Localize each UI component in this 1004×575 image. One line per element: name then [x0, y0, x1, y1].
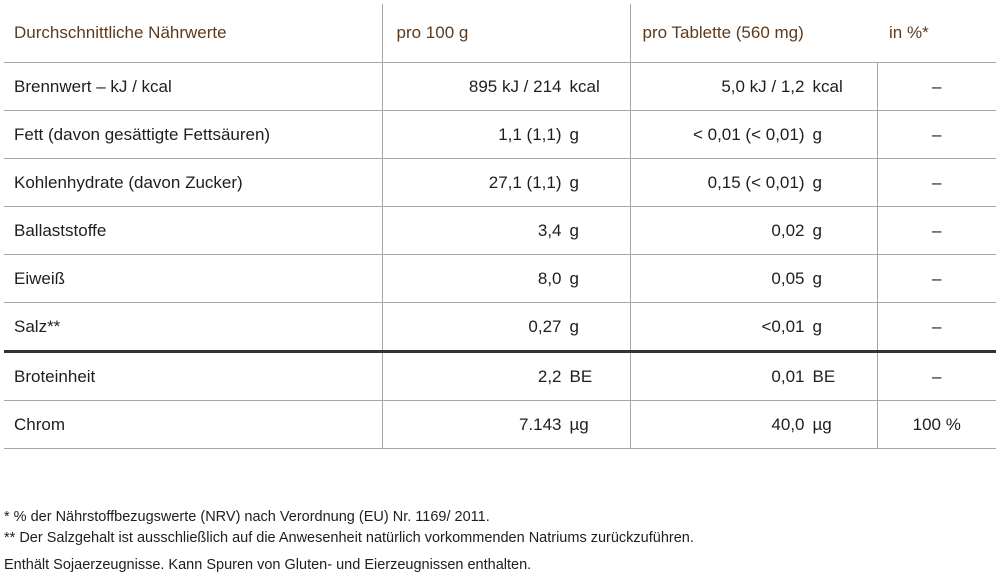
per-tablet-unit: µg: [812, 414, 832, 434]
per-tablet-value: 0,01: [771, 366, 805, 386]
per-tablet-value: 0,15 (< 0,01): [707, 172, 805, 192]
nutrient-name: Fett (davon gesättigte Fettsäuren): [4, 110, 383, 159]
per-tablet-value: 0,02: [771, 220, 805, 240]
per-100g-cell: 8,0 g: [381, 254, 631, 303]
per-tablet-cell: 40,0 µg: [629, 400, 878, 449]
per-tablet-cell: 5,0 kJ / 1,2 kcal: [629, 62, 878, 111]
per-tablet-unit: g: [812, 124, 822, 144]
table-row: Chrom 7.143 µg 40,0 µg 100 %: [4, 400, 996, 449]
per-100g-value: 3,4: [537, 220, 562, 240]
table-body: Brennwert – kJ / kcal 895 kJ / 214 kcal 5…: [4, 62, 996, 449]
per-100g-unit: µg: [569, 414, 589, 434]
per-100g-value: 8,0: [537, 268, 562, 288]
percent-value: –: [876, 350, 996, 401]
per-tablet-cell: 0,15 (< 0,01) g: [629, 158, 878, 207]
footnote-allergens: Enthält Sojaerzeugnisse. Kann Spuren von…: [4, 557, 532, 573]
header-per-tablet: pro Tablette (560 mg): [629, 4, 877, 63]
per-100g-value: 0,27: [528, 316, 562, 336]
nutrition-table: Durchschnittliche Nährwerte pro 100 g pr…: [4, 4, 996, 449]
per-tablet-unit: kcal: [812, 76, 843, 96]
percent-value: –: [876, 206, 996, 255]
per-100g-unit: g: [569, 268, 579, 288]
nutrient-name: Kohlenhydrate (davon Zucker): [4, 158, 383, 207]
per-tablet-unit: g: [812, 268, 822, 288]
table-row: Kohlenhydrate (davon Zucker) 27,1 (1,1) g…: [4, 158, 996, 207]
header-row: Durchschnittliche Nährwerte pro 100 g pr…: [4, 4, 996, 63]
per-100g-cell: 3,4 g: [381, 206, 631, 255]
footnote-nrv: * % der Nährstoffbezugswerte (NRV) nach …: [4, 509, 490, 525]
table-row: Salz** 0,27 g <0,01 g –: [4, 302, 996, 352]
table-row: Fett (davon gesättigte Fettsäuren) 1,1 (…: [4, 110, 996, 159]
per-100g-value: 7.143: [518, 414, 562, 434]
table-row: Ballaststoffe 3,4 g 0,02 g –: [4, 206, 996, 255]
footnote-salt: ** Der Salzgehalt ist ausschließlich auf…: [4, 530, 694, 546]
per-100g-value: 1,1 (1,1): [498, 124, 562, 144]
nutrient-name: Salz**: [4, 302, 383, 352]
per-tablet-unit: BE: [812, 366, 836, 386]
per-100g-unit: g: [569, 220, 579, 240]
percent-value: –: [876, 110, 996, 159]
per-tablet-unit: g: [812, 172, 822, 192]
table-row: Brennwert – kJ / kcal 895 kJ / 214 kcal 5…: [4, 62, 996, 111]
per-100g-unit: BE: [569, 366, 593, 386]
per-100g-cell: 27,1 (1,1) g: [381, 158, 631, 207]
nutrient-name: Broteinheit: [4, 350, 383, 401]
per-100g-cell: 2,2 BE: [381, 350, 631, 401]
nutrient-name: Eiweiß: [4, 254, 383, 303]
per-tablet-cell: 0,05 g: [629, 254, 878, 303]
table-header: Durchschnittliche Nährwerte pro 100 g pr…: [4, 4, 996, 63]
per-100g-cell: 7.143 µg: [381, 400, 631, 449]
per-tablet-value: < 0,01 (< 0,01): [692, 124, 805, 144]
header-per-100g: pro 100 g: [381, 4, 631, 63]
per-100g-value: 895 kJ / 214: [468, 76, 562, 96]
per-tablet-cell: 0,02 g: [629, 206, 878, 255]
percent-value: –: [876, 302, 996, 352]
per-tablet-cell: 0,01 BE: [629, 350, 878, 401]
table-row: Broteinheit 2,2 BE 0,01 BE –: [4, 350, 996, 401]
per-100g-value: 27,1 (1,1): [488, 172, 562, 192]
per-tablet-value: 0,05: [771, 268, 805, 288]
per-tablet-cell: < 0,01 (< 0,01) g: [629, 110, 878, 159]
percent-value: 100 %: [876, 400, 996, 449]
per-tablet-value: 40,0: [771, 414, 805, 434]
header-percent: in %*: [877, 4, 996, 63]
per-100g-unit: g: [569, 124, 579, 144]
percent-value: –: [876, 62, 996, 111]
per-100g-cell: 0,27 g: [381, 302, 631, 352]
per-tablet-cell: <0,01 g: [629, 302, 878, 352]
per-tablet-unit: g: [812, 220, 822, 240]
per-100g-cell: 1,1 (1,1) g: [381, 110, 631, 159]
nutrient-name: Brennwert – kJ / kcal: [4, 62, 383, 111]
per-tablet-value: <0,01: [761, 316, 805, 336]
nutrient-name: Ballaststoffe: [4, 206, 383, 255]
per-tablet-unit: g: [812, 316, 822, 336]
percent-value: –: [876, 254, 996, 303]
header-nutrient: Durchschnittliche Nährwerte: [4, 4, 383, 63]
per-100g-value: 2,2: [537, 366, 562, 386]
percent-value: –: [876, 158, 996, 207]
nutrient-name: Chrom: [4, 400, 383, 449]
per-100g-unit: kcal: [569, 76, 600, 96]
per-100g-cell: 895 kJ / 214 kcal: [381, 62, 631, 111]
table-row: Eiweiß 8,0 g 0,05 g –: [4, 254, 996, 303]
per-tablet-value: 5,0 kJ / 1,2: [721, 76, 805, 96]
per-100g-unit: g: [569, 172, 579, 192]
per-100g-unit: g: [569, 316, 579, 336]
